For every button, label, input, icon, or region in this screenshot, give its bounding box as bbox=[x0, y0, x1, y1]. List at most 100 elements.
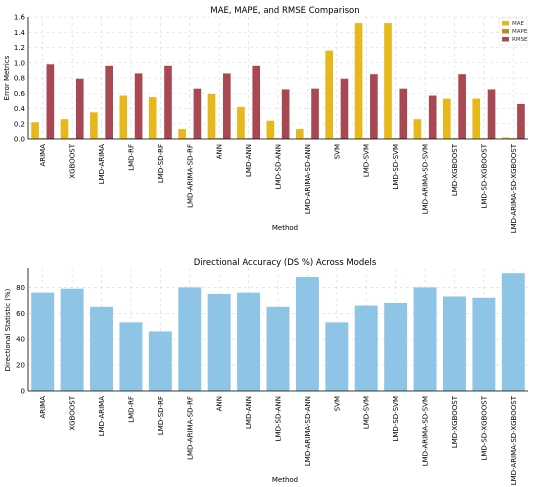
bar-rmse-lmd-arima-sd-svm bbox=[428, 95, 437, 139]
bar-ds-lmd-sd-xgboost bbox=[472, 297, 496, 391]
bar-ds-lmd-ann bbox=[237, 292, 261, 391]
bar-rmse-lmd-sd-ann bbox=[281, 89, 290, 139]
bar-rmse-lmd-arima bbox=[105, 65, 113, 139]
x-tick-label: LMD-ARIMA-SD-RF bbox=[186, 396, 194, 460]
bar-rmse-lmd-sd-xgboost bbox=[487, 89, 496, 139]
y-axis-label: Error Metrics bbox=[3, 55, 11, 100]
bar-mae-lmd-sd-rf bbox=[148, 97, 157, 139]
bar-mae-lmd-arima-sd-svm bbox=[413, 119, 422, 139]
bar-rmse-lmd-arima-sd-rf bbox=[193, 88, 202, 139]
legend-label: RMSE bbox=[512, 37, 528, 43]
x-tick-label: LMD-ARIMA-SD-RF bbox=[186, 144, 194, 208]
error-metrics-chart: MAE, MAPE, and RMSE Comparison 0.0 0.2 0.4… bbox=[3, 6, 528, 233]
bar-rmse-lmd-sd-rf bbox=[164, 65, 172, 139]
bar-mae-lmd-sd-svm bbox=[384, 23, 392, 140]
bar-ds-lmd-xgboost bbox=[443, 296, 466, 391]
x-tick-label: LMD-ARIMA bbox=[98, 144, 106, 184]
x-tick-label: XGBOOST bbox=[69, 395, 77, 430]
x-tick-labels: ARIMA XGBOOST LMD-ARIMA LMD-RF LMD-SD-RF LMD-… bbox=[39, 143, 518, 233]
x-tick-label: LMD-SD-RF bbox=[157, 396, 165, 435]
bars bbox=[31, 273, 525, 391]
bar-mae-lmd-arima-sd-xgboost bbox=[501, 137, 510, 139]
x-tick-label: LMD-ANN bbox=[245, 144, 253, 177]
bar-ds-lmd-rf bbox=[119, 322, 143, 391]
x-tick-label: LMD-SVM bbox=[363, 144, 371, 177]
x-tick-label: SVM bbox=[333, 144, 341, 159]
legend-swatch-mape bbox=[502, 29, 509, 34]
x-tick-label: LMD-SD-XGBOOST bbox=[480, 143, 488, 208]
chart-title: Directional Accuracy (DS %) Across Model… bbox=[194, 258, 377, 268]
x-tick-label: ARIMA bbox=[39, 396, 47, 419]
bar-mae-lmd-xgboost bbox=[443, 98, 451, 139]
bar-rmse-lmd-sd-svm bbox=[399, 88, 408, 139]
bar-rmse-lmd-rf bbox=[134, 73, 143, 139]
bar-rmse-ann bbox=[223, 73, 231, 139]
x-tick-label: LMD-XGBOOST bbox=[451, 143, 459, 196]
x-tick-label: LMD-ARIMA-SD-SVM bbox=[422, 144, 430, 214]
bar-mae-svm bbox=[325, 50, 333, 139]
y-axis-label: Directional Statistic (%) bbox=[4, 288, 12, 371]
bar-mae-xgboost bbox=[60, 119, 69, 139]
x-tick-label: ANN bbox=[216, 144, 224, 159]
x-tick-label: XGBOOST bbox=[69, 143, 77, 178]
x-tick-label: LMD-RF bbox=[127, 396, 135, 423]
x-tick-label: LMD-ANN bbox=[245, 396, 253, 429]
grid bbox=[28, 16, 528, 140]
bar-rmse-lmd-arima-sd-ann bbox=[311, 88, 319, 139]
bar-mae-lmd-arima-sd-ann bbox=[295, 129, 304, 139]
bar-ds-arima bbox=[31, 292, 55, 391]
y-tick-label: 80 bbox=[16, 284, 25, 292]
x-tick-label: LMD-XGBOOST bbox=[451, 395, 459, 448]
bar-mae-lmd-sd-xgboost bbox=[472, 98, 481, 139]
bar-rmse-arima bbox=[46, 64, 55, 139]
y-tick-label: 0.8 bbox=[14, 75, 25, 83]
y-tick-label: 60 bbox=[16, 310, 25, 318]
x-axis-label: Method bbox=[272, 224, 298, 232]
legend-swatch-mae bbox=[502, 21, 509, 26]
x-tick-label: LMD-ARIMA bbox=[98, 396, 106, 436]
y-tick-label: 40 bbox=[16, 336, 25, 344]
x-tick-label: ARIMA bbox=[39, 144, 47, 167]
y-tick-label: 0.2 bbox=[14, 120, 25, 128]
bar-rmse-svm bbox=[340, 78, 349, 139]
bar-ds-lmd-svm bbox=[354, 305, 378, 391]
x-tick-label: LMD-SD-ANN bbox=[275, 144, 283, 189]
y-tick-label: 1.4 bbox=[14, 29, 26, 37]
legend-label: MAPE bbox=[512, 29, 528, 35]
y-tick-label: 1.2 bbox=[14, 44, 25, 52]
bar-ds-lmd-sd-ann bbox=[266, 306, 290, 391]
bar-mae-ann bbox=[207, 94, 216, 139]
x-tick-label: ANN bbox=[216, 396, 224, 411]
bar-ds-xgboost bbox=[60, 288, 84, 391]
bar-rmse-lmd-ann bbox=[252, 65, 261, 139]
x-tick-label: LMD-SD-SVM bbox=[392, 396, 400, 442]
bar-ds-ann bbox=[207, 293, 231, 391]
x-tick-label: LMD-ARIMA-SD-ANN bbox=[304, 144, 312, 214]
bar-mae-lmd-svm bbox=[354, 23, 363, 140]
bar-mae-lmd-arima bbox=[90, 112, 98, 139]
directional-accuracy-chart: Directional Accuracy (DS %) Across Model… bbox=[4, 258, 528, 485]
bar-rmse-lmd-arima-sd-xgboost bbox=[517, 103, 525, 139]
x-tick-label: LMD-RF bbox=[127, 144, 135, 171]
bar-ds-lmd-arima-sd-rf bbox=[178, 287, 202, 391]
legend-swatch-rmse bbox=[502, 37, 509, 42]
y-tick-label: 1.6 bbox=[14, 14, 26, 22]
y-tick-labels: 0.0 0.2 0.4 0.6 0.8 1.0 1.2 1.4 1.6 bbox=[14, 14, 26, 144]
y-tick-labels: 0 20 40 60 80 bbox=[16, 284, 25, 396]
legend: MAE MAPE RMSE bbox=[498, 17, 528, 46]
bar-mae-lmd-arima-sd-rf bbox=[178, 129, 186, 139]
bar-rmse-lmd-svm bbox=[370, 74, 378, 139]
y-tick-label: 0 bbox=[21, 388, 25, 396]
bar-mae-arima bbox=[31, 122, 39, 139]
x-tick-label: LMD-ARIMA-SD-XGBOOST bbox=[510, 395, 518, 485]
bar-mae-lmd-sd-ann bbox=[266, 120, 275, 139]
x-axis-label: Method bbox=[272, 476, 298, 484]
chart-title: MAE, MAPE, and RMSE Comparison bbox=[210, 6, 359, 16]
bar-ds-lmd-arima-sd-xgboost bbox=[501, 273, 525, 391]
bar-rmse-xgboost bbox=[75, 78, 84, 139]
bar-ds-lmd-arima-sd-svm bbox=[413, 287, 437, 391]
legend-label: MAE bbox=[512, 21, 525, 27]
bar-mae-lmd-rf bbox=[119, 95, 128, 139]
x-tick-label: LMD-SD-SVM bbox=[392, 144, 400, 190]
